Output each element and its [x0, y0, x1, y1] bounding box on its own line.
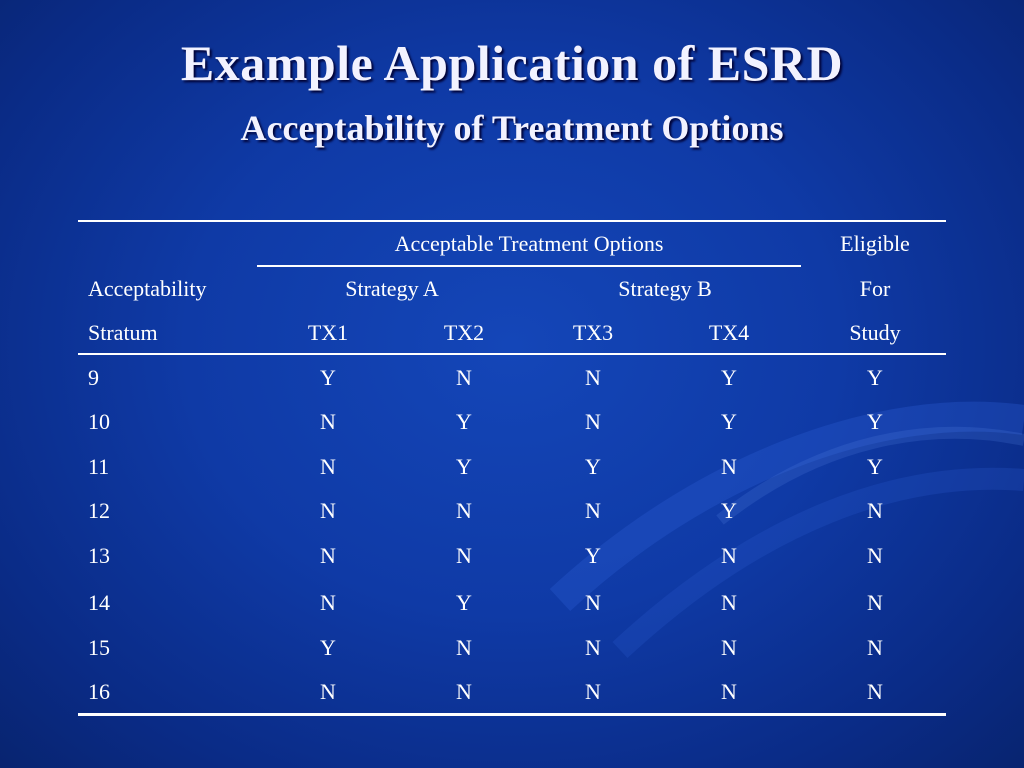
- tx1-cell: Y: [320, 365, 336, 390]
- stratum-cell: 15: [88, 635, 110, 660]
- tx3-cell: N: [585, 498, 601, 523]
- header-for: For: [859, 276, 891, 301]
- stratum-cell: 16: [88, 679, 110, 704]
- stratum-cell: 10: [88, 409, 110, 434]
- tx2-cell: N: [456, 679, 472, 704]
- header-strategy-b: Strategy B: [618, 276, 712, 301]
- stratum-cell: 9: [88, 365, 99, 390]
- eligible-cell: Y: [867, 409, 883, 434]
- tx4-cell: Y: [721, 365, 737, 390]
- tx4-cell: Y: [721, 409, 737, 434]
- tx1-cell: N: [320, 454, 336, 479]
- table-header-bottom-rule: [78, 353, 946, 355]
- eligible-cell: N: [867, 679, 883, 704]
- slide-subtitle: Acceptability of Treatment Options: [240, 108, 784, 148]
- tx2-cell: Y: [456, 454, 472, 479]
- tx3-cell: Y: [585, 454, 601, 479]
- header-tx1: TX1: [307, 320, 349, 345]
- tx4-cell: N: [721, 543, 737, 568]
- tx2-cell: Y: [456, 409, 472, 434]
- header-acceptability: Acceptability: [88, 276, 207, 301]
- tx4-cell: N: [721, 679, 737, 704]
- eligible-cell: N: [867, 498, 883, 523]
- slide-title: Example Application of ESRD: [180, 35, 844, 91]
- tx3-cell: N: [585, 635, 601, 660]
- tx2-cell: Y: [456, 590, 472, 615]
- tx1-cell: N: [320, 498, 336, 523]
- header-tx4: TX4: [708, 320, 750, 345]
- tx3-cell: Y: [585, 543, 601, 568]
- eligible-cell: Y: [867, 365, 883, 390]
- treatment-options-underline: [257, 265, 801, 267]
- tx2-cell: N: [456, 365, 472, 390]
- header-tx3: TX3: [572, 320, 614, 345]
- stratum-cell: 12: [88, 498, 110, 523]
- tx1-cell: N: [320, 590, 336, 615]
- tx4-cell: N: [721, 454, 737, 479]
- header-strategy-a: Strategy A: [345, 276, 439, 301]
- tx4-cell: N: [721, 590, 737, 615]
- header-eligible: Eligible: [840, 231, 910, 256]
- tx2-cell: N: [456, 498, 472, 523]
- tx1-cell: N: [320, 409, 336, 434]
- tx2-cell: N: [456, 635, 472, 660]
- tx4-cell: N: [721, 635, 737, 660]
- stratum-cell: 11: [88, 454, 110, 479]
- tx1-cell: N: [320, 679, 336, 704]
- tx3-cell: N: [585, 679, 601, 704]
- tx1-cell: N: [320, 543, 336, 568]
- tx2-cell: N: [456, 543, 472, 568]
- table-bottom-rule: [78, 713, 946, 716]
- header-acceptable-treatment-options: Acceptable Treatment Options: [394, 231, 664, 256]
- eligible-cell: N: [867, 635, 883, 660]
- header-tx2: TX2: [443, 320, 485, 345]
- eligible-cell: N: [867, 590, 883, 615]
- tx1-cell: Y: [320, 635, 336, 660]
- tx4-cell: Y: [721, 498, 737, 523]
- eligible-cell: N: [867, 543, 883, 568]
- eligible-cell: Y: [867, 454, 883, 479]
- stratum-cell: 13: [88, 543, 110, 568]
- tx3-cell: N: [585, 409, 601, 434]
- tx3-cell: N: [585, 590, 601, 615]
- stratum-cell: 14: [88, 590, 110, 615]
- header-stratum: Stratum: [88, 320, 158, 345]
- tx3-cell: N: [585, 365, 601, 390]
- header-study: Study: [849, 320, 901, 345]
- table-top-rule: [78, 220, 946, 222]
